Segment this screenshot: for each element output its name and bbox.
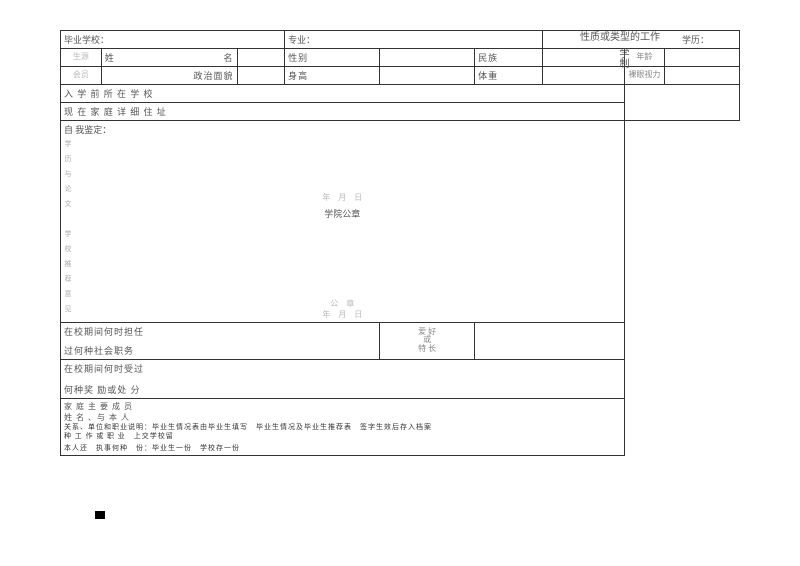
date-line-1: 年 月 日	[64, 192, 621, 203]
member-label: 会员	[61, 67, 102, 85]
prev-school-label: 入 学 前 所 在 学 校	[61, 85, 625, 103]
source-label: 生源	[61, 49, 102, 67]
height-label: 身高	[285, 67, 380, 85]
politics-value	[237, 67, 285, 85]
grad-school-label: 毕业学校：	[61, 31, 285, 49]
faint-col1: 学 历 与 论 文	[64, 140, 71, 207]
awards-label: 在校期间何时受过 何种奖 励或处 分	[61, 359, 625, 398]
stamp-line-2: 公 章	[64, 298, 621, 309]
notes-2: 种 工 作 或 职 业 上交学校留	[64, 432, 621, 441]
form-table: 毕业学校： 专业： 学历： 生源 姓名 性别 民族 年龄 会员 政治面貌 身高 …	[60, 30, 740, 456]
xuezhi-label: 学制	[615, 48, 630, 68]
name-label: 姓名	[101, 49, 237, 67]
gender-label: 性别	[285, 49, 380, 67]
weight-value	[543, 67, 624, 85]
address-label: 现 在 家 庭 详 细 住 址	[61, 103, 625, 121]
self-assessment-section: 自 我鉴定： 学 历 与 论 文 年 月 日 学院公章 学 校 推 荐 意 见 …	[61, 121, 625, 323]
height-value	[380, 67, 475, 85]
weight-label: 体重	[475, 67, 543, 85]
notes-1: 关系、单位和职业说明：毕业生情况表由毕业生填写 毕业生情况及毕业生推荐表 签字生…	[64, 423, 621, 432]
black-marker	[95, 509, 105, 520]
work-type-label: 性质或类型的工作	[580, 28, 660, 43]
vision-value	[665, 67, 740, 85]
photo-area	[624, 85, 739, 121]
college-stamp-label: 学院公章	[64, 203, 621, 220]
duties-label: 在校期间何时担任 过何种社会职务	[61, 322, 380, 359]
family-section: 家 庭 主 要 成 员 姓 名 、与 本 人 关系、单位和职业说明：毕业生情况表…	[61, 398, 625, 455]
age-value	[665, 49, 740, 67]
self-assess-title: 自 我鉴定：	[64, 123, 621, 136]
ethnic-value	[543, 49, 624, 67]
date-line-2: 年 月 日	[64, 309, 621, 320]
age-label: 年龄	[624, 49, 665, 67]
vision-label: 裸眼视力	[624, 67, 665, 85]
hobby-value	[475, 322, 624, 359]
name-value	[237, 49, 285, 67]
politics-label: 政治面貌	[101, 67, 237, 85]
gender-value	[380, 49, 475, 67]
major-label: 专业：	[285, 31, 543, 49]
faint-col2: 学 校 推 荐 意 见	[64, 230, 71, 312]
hobby-label: 爱 好 或 特 长	[380, 322, 475, 359]
ethnic-label: 民族	[475, 49, 543, 67]
footer-note: 本人还 执事何种 份：毕业生一份 学校存一份	[64, 443, 621, 453]
